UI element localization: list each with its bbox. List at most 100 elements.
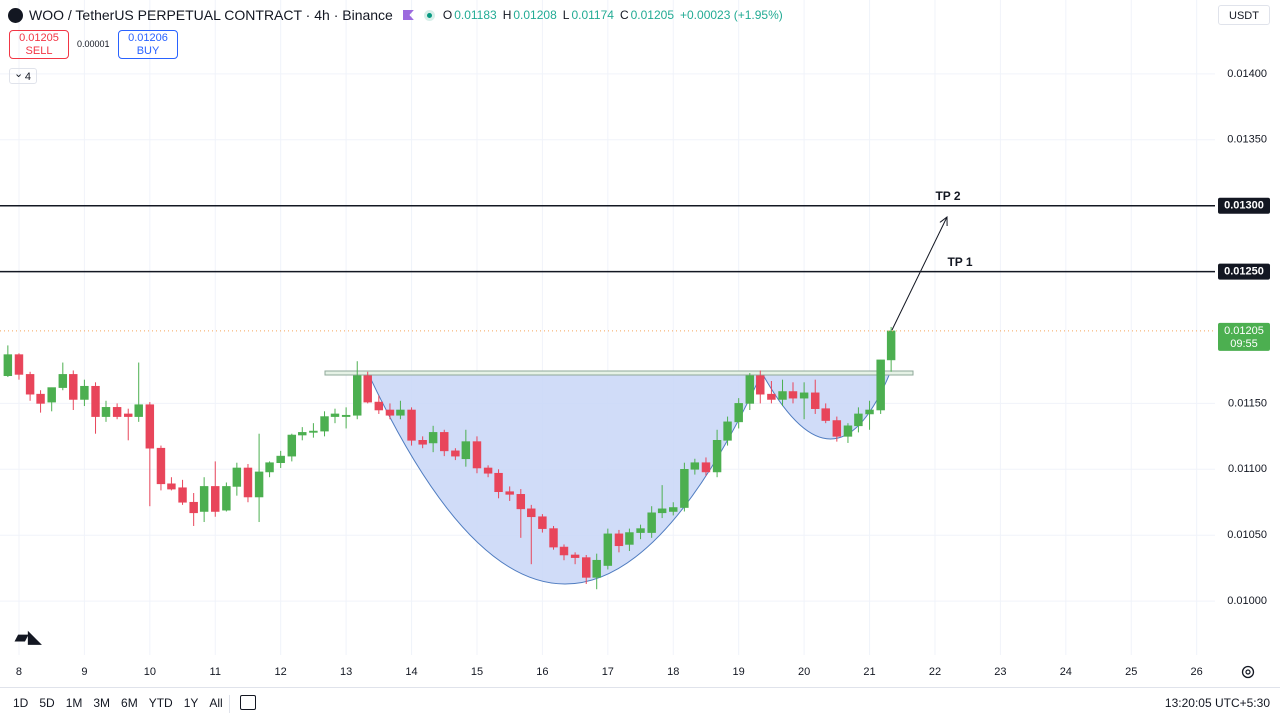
settings-icon-center [1245,669,1251,675]
candle-body [625,532,634,545]
candle-body [101,407,111,417]
candle-body [886,330,896,361]
ohlc-key: H [502,8,512,22]
range-button[interactable]: 1M [65,696,83,710]
ohlc-key: C [619,8,629,22]
x-tick-label: 20 [798,666,810,678]
candle-body [614,533,624,547]
candle-body [461,441,471,460]
last-price-tag [1218,322,1270,351]
level-tag [1218,197,1270,214]
chart-title: WOO / TetherUS PERPETUAL CONTRACT · 4h ·… [29,7,393,23]
candle-body [582,557,591,578]
candle-body [778,391,787,400]
range-buttons: 1D 5D 1M 3M 6M YTD 1Y All [13,696,223,710]
candle-body [178,487,187,503]
y-tick-label: 0.01350 [1227,134,1267,146]
candle-body [298,432,307,436]
candle-body [811,392,820,409]
candle-body [25,374,35,395]
range-button[interactable]: All [209,696,223,710]
ohlc-key: O [442,8,453,22]
change: +0.00023 (+1.95%) [680,8,783,22]
bottom-toolbar: 1D 5D 1M 3M 6M YTD 1Y All 13:20:05 UTC+5:30 [0,687,1280,720]
candle-body [472,441,482,469]
candle-body [124,413,133,417]
currency-button[interactable]: USDT [1218,5,1270,25]
candle-body [265,462,274,473]
ohlc-low: L 0.01174 [563,8,614,22]
sell-button[interactable]: 0.01205 SELL [9,30,69,59]
candle-body [647,512,656,533]
candle-body [483,467,493,474]
x-tick-label: 9 [81,666,87,678]
drawings [324,370,914,585]
x-tick-label: 22 [929,666,941,678]
candle-body [657,508,667,514]
grid [0,0,1215,655]
candle-body [854,413,863,427]
ohlc-value: 0.01208 [513,8,557,22]
status-dot [423,9,435,21]
ohlc-open: O 0.01183 [443,8,497,22]
level-price-label: 0.01250 [1224,266,1264,278]
chart: TP 1 TP 2 ▰◣ 0.01400 0.01350 0.01300 0.01250… [0,0,1270,679]
ohlc-close: C 0.01205 [620,8,674,22]
x-tick-label: 10 [144,666,156,678]
date-range-button[interactable] [240,695,256,710]
candle-body [505,491,514,495]
ohlc-key: L [562,8,570,22]
flag-icon[interactable] [402,10,414,20]
indicator-toggle[interactable]: 4 [9,66,37,84]
range-button[interactable]: 1D [13,696,29,710]
candle-body [396,409,405,416]
candle-body [80,385,89,400]
level-name: TP 2 [935,189,960,203]
candle-body [570,554,580,558]
level-name: TP 1 [947,255,972,269]
x-tick-label: 15 [471,666,483,678]
y-tick-label: 0.01400 [1227,68,1267,80]
range-button[interactable]: YTD [148,696,173,710]
candle-body [145,404,155,449]
range-button[interactable]: 6M [121,696,138,710]
x-tick-label: 25 [1125,666,1137,678]
y-tick-label: 0.01150 [1228,397,1267,409]
candle-body [232,467,242,487]
settings-icon[interactable] [1241,665,1255,679]
candle-body [636,528,645,533]
x-tick-label: 12 [275,666,287,678]
range-button[interactable]: 3M [93,696,111,710]
candle-body [199,486,209,512]
candles [3,326,896,590]
range-button[interactable]: 1Y [183,696,199,710]
candle-body [680,468,689,508]
candle-body [341,414,351,417]
y-tick-label: 0.01050 [1227,529,1267,541]
x-tick-label: 16 [536,666,548,678]
candle-body [36,393,45,404]
ohlc-value: 0.01183 [454,8,497,22]
candle-body [592,559,601,578]
range-button[interactable]: 5D [39,696,55,710]
clock: 13:20:05 UTC+5:30 [1164,696,1270,710]
candle-body [222,486,231,511]
candle-body [494,472,503,493]
candle-body [767,393,776,400]
candle-body [353,375,362,416]
buy-price: 0.01206 [128,32,168,44]
axes: ▰◣ 0.01400 0.01350 0.01300 0.01250 0.01150 0.… [14,68,1270,679]
candle-body [821,408,830,421]
ohlc-high: H 0.01208 [503,8,557,22]
x-tick-label: 26 [1191,666,1203,678]
buy-button[interactable]: 0.01206 BUY [118,30,178,59]
candle-body [112,407,122,417]
level-price-label: 0.01300 [1224,200,1264,212]
candle-body [189,501,198,514]
x-tick-label: 17 [602,666,614,678]
candle-body [167,483,176,490]
candle-body [788,391,798,399]
levels: TP 1 TP 2 [0,189,1215,332]
candle-body [516,494,526,510]
